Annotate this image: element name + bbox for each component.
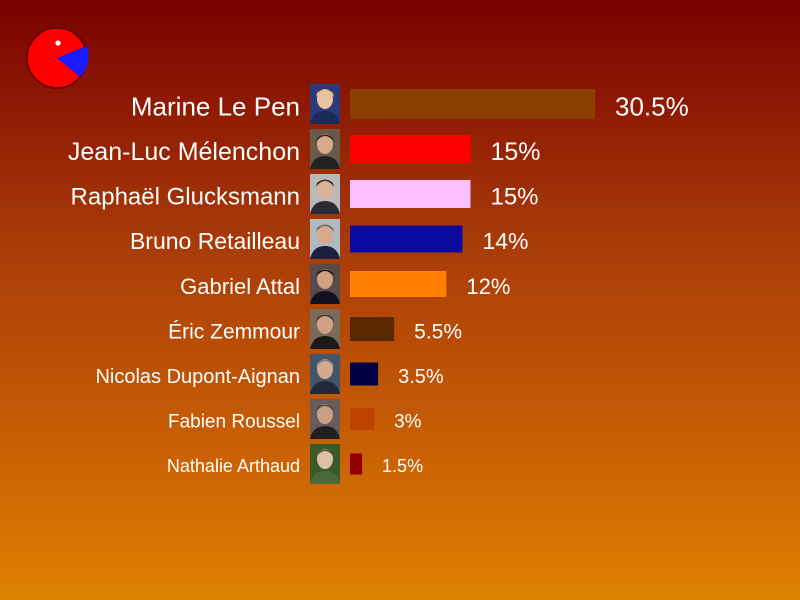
photo-shoulders [310, 381, 340, 394]
photo-shoulders [310, 156, 340, 169]
candidate-name: Jean-Luc Mélenchon [68, 138, 300, 166]
candidate-photo [310, 264, 340, 304]
bar [350, 453, 363, 475]
photo-face [317, 179, 333, 199]
bar [350, 362, 379, 386]
photo-hair [316, 359, 334, 367]
candidate-photo [310, 354, 340, 394]
candidate-name: Fabien Roussel [168, 411, 300, 432]
candidate-photo [310, 174, 340, 214]
photo-shoulders [310, 246, 340, 259]
candidate-name: Éric Zemmour [168, 320, 300, 343]
value-label: 14% [482, 228, 528, 254]
candidate-name: Nicolas Dupont-Aignan [95, 366, 300, 388]
chart-rows: Marine Le Pen 30.5% Jean-Luc Mélenchon 15% R… [68, 84, 689, 484]
value-label: 12% [466, 274, 510, 299]
photo-face [317, 404, 333, 424]
photo-shoulders [310, 111, 340, 124]
candidate-name: Bruno Retailleau [130, 228, 300, 254]
candidate-photo [310, 129, 340, 169]
photo-shoulders [310, 201, 340, 214]
photo-shoulders [310, 291, 340, 304]
photo-hair [316, 269, 334, 277]
candidate-photo [310, 84, 340, 124]
bar [350, 89, 595, 119]
candidate-photo [310, 444, 340, 484]
photo-face [317, 224, 333, 244]
photo-face [317, 314, 333, 334]
bar [350, 271, 447, 297]
photo-hair [316, 449, 334, 457]
candidate-photo [310, 399, 340, 439]
photo-shoulders [310, 426, 340, 439]
candidate-name: Raphaël Glucksmann [71, 184, 300, 211]
photo-face [317, 449, 333, 469]
photo-shoulders [310, 471, 340, 484]
value-label: 1.5% [382, 456, 423, 476]
photo-face [317, 269, 333, 289]
bar [350, 225, 463, 253]
candidate-name: Nathalie Arthaud [167, 456, 300, 476]
pacman-eye [55, 40, 61, 46]
candidate-photo [310, 309, 340, 349]
value-label: 3% [394, 411, 422, 432]
value-label: 30.5% [615, 92, 689, 122]
photo-hair [316, 314, 334, 322]
photo-hair [316, 134, 334, 142]
pacman-logo [26, 27, 89, 89]
value-label: 5.5% [414, 320, 462, 343]
value-label: 3.5% [398, 366, 444, 388]
photo-hair [316, 179, 334, 187]
photo-hair [316, 224, 334, 232]
bar [350, 135, 471, 163]
photo-face [317, 359, 333, 379]
pacman-slice [57, 46, 89, 77]
candidate-name: Gabriel Attal [180, 274, 300, 299]
photo-hair [316, 404, 334, 412]
photo-shoulders [310, 336, 340, 349]
value-label: 15% [490, 184, 538, 211]
photo-face [317, 134, 333, 154]
photo-hair [316, 89, 334, 97]
bar [350, 317, 395, 341]
candidate-photo [310, 219, 340, 259]
candidate-name: Marine Le Pen [131, 92, 300, 122]
bar [350, 408, 375, 430]
bar [350, 180, 471, 208]
value-label: 15% [490, 138, 540, 166]
photo-face [317, 89, 333, 109]
